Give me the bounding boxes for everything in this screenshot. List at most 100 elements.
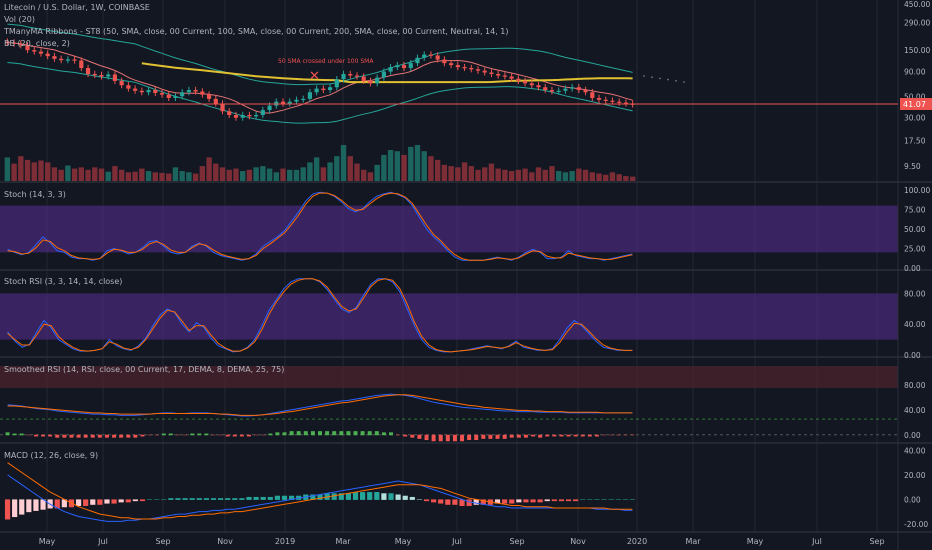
rsi-histogram-bar	[83, 434, 88, 438]
rsi-histogram-bar	[587, 434, 592, 437]
candle-body	[133, 88, 138, 91]
volume-bar	[266, 168, 273, 181]
macd-histogram-bar	[594, 499, 600, 500]
volume-bar	[320, 167, 327, 181]
rsi-histogram-bar	[261, 434, 266, 436]
volume-bar	[623, 176, 629, 181]
macd-histogram-bar	[274, 495, 280, 500]
x-tick-label: Jul	[811, 537, 822, 546]
x-tick-label: Sep	[509, 537, 524, 546]
macd-histogram-bar	[118, 499, 124, 503]
projection-dot	[651, 76, 653, 78]
macd-histogram-bar	[225, 498, 231, 500]
projection-dot	[643, 75, 645, 77]
y-tick-label: 40.00	[904, 406, 926, 415]
projection-dot	[659, 77, 661, 80]
macd-histogram-bar	[374, 492, 380, 500]
volume-bar	[246, 169, 253, 181]
macd-histogram-bar	[125, 499, 131, 503]
bollinger-lower	[7, 62, 633, 124]
volume-bar	[461, 162, 468, 181]
volume-bar	[233, 168, 239, 181]
volume-bar	[535, 167, 542, 181]
volume-bar	[522, 168, 528, 181]
candle-body	[206, 94, 212, 99]
rsi-histogram-bar	[183, 434, 188, 436]
volume-bar	[166, 173, 172, 181]
rsi-histogram-bar	[389, 432, 394, 436]
macd-title[interactable]: MACD (12, 26, close, 9)	[4, 451, 98, 460]
y-tick-label: 40.00	[904, 320, 926, 329]
volume-bar	[482, 167, 488, 181]
oscillator-series	[7, 393, 633, 417]
volume-bar	[327, 162, 333, 181]
volume-bar	[374, 164, 380, 181]
volume-bar	[569, 171, 575, 181]
cross-annotation: 50 SMA crossed under 100 SMA	[278, 58, 374, 65]
candle-body	[112, 74, 118, 81]
price-axis[interactable]: 450.00 290.00 150.00 90.00 50.00 30.00 17.50 9.…	[904, 0, 930, 529]
macd-histogram-bar	[360, 492, 366, 500]
rsi-histogram-bar	[346, 431, 351, 436]
rsi-histogram-bar	[104, 434, 109, 438]
rsi-histogram-bar	[417, 434, 422, 439]
stoch-title[interactable]: Stoch (14, 3, 3)	[4, 190, 66, 199]
candle-body	[32, 50, 37, 52]
indicator-ma-ribbons[interactable]: TManyMA Ribbons - ST8 (50, SMA, close, 0…	[3, 27, 509, 36]
volume-bar	[468, 166, 474, 181]
volume-bar	[287, 169, 293, 181]
macd-histogram-bar	[452, 499, 458, 505]
rsi-histogram-bar	[516, 434, 521, 438]
price-tag	[900, 98, 932, 110]
volume-bar	[589, 172, 595, 181]
macd-histogram-bar	[388, 493, 394, 500]
candles[interactable]	[5, 38, 635, 121]
time-axis[interactable]: May Jul Sep Nov 2019 Mar May Jul Sep Nov 2020 Mar Ma…	[39, 537, 885, 546]
candle-body	[401, 65, 407, 69]
y-tick-label: 25.00	[904, 245, 926, 254]
candle-body	[415, 57, 420, 64]
volume-bar	[98, 168, 105, 181]
x-tick-label: Sep	[869, 537, 884, 546]
macd-histogram-bar	[281, 495, 288, 500]
candle-body	[543, 87, 548, 91]
macd-histogram-bar	[459, 499, 465, 507]
rsi-histogram-bar	[609, 434, 614, 436]
rsi-histogram-bar	[12, 433, 17, 436]
oscillator-bands	[0, 205, 898, 442]
volume-bar	[448, 166, 454, 181]
candle-body	[388, 67, 393, 72]
rsi-histogram-bar	[140, 434, 145, 437]
volume-bar	[4, 157, 11, 181]
candle-body	[489, 72, 494, 74]
ma-long	[141, 62, 633, 84]
rsi-histogram-bar	[509, 434, 514, 438]
smoothed-rsi-title[interactable]: Smoothed RSI (14, RSI, close, 00 Current…	[4, 365, 284, 374]
indicator-vol[interactable]: Vol (20)	[4, 15, 35, 24]
macd-histogram-bar	[338, 493, 344, 500]
rsi-histogram-bar	[403, 434, 408, 437]
macd-histogram-bar	[509, 499, 515, 504]
symbol-title[interactable]: Litecoin / U.S. Dollar, 1W, COINBASE	[4, 3, 150, 12]
rsi-histogram-bar	[488, 434, 493, 439]
volume-bar	[334, 156, 340, 181]
volume-bar	[253, 167, 259, 181]
volume-bar	[206, 157, 212, 181]
stochrsi-title[interactable]: Stoch RSI (3, 3, 14, 14, close)	[4, 277, 122, 286]
macd-histogram-bar	[502, 499, 508, 504]
indicator-bb[interactable]: BB (20, close, 2)	[4, 39, 70, 48]
volume-bar	[300, 167, 306, 181]
rsi-histogram-bar	[126, 434, 131, 438]
candle-body	[227, 111, 232, 116]
volume-bar	[441, 164, 448, 181]
candle-body	[341, 73, 346, 80]
rsi-histogram-bar	[190, 433, 195, 436]
volume-bar	[434, 159, 441, 181]
rsi-histogram-bar	[197, 433, 202, 436]
macd-histogram-bar	[83, 499, 89, 507]
candle-body	[428, 54, 434, 56]
candle-body	[455, 65, 460, 68]
candle-body	[442, 59, 447, 64]
